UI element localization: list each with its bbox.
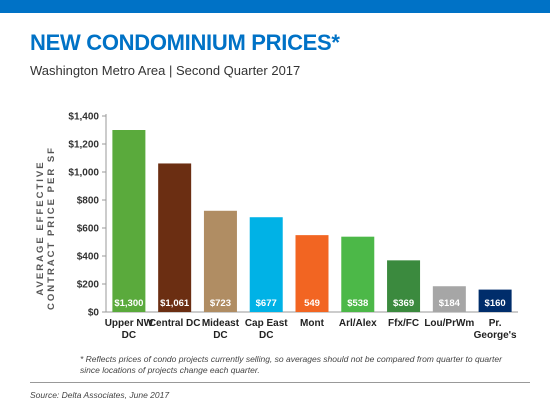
bar	[341, 236, 375, 312]
x-tick-label-line: Arl/Alex	[339, 318, 377, 329]
x-tick-label: Cap East DC	[245, 318, 288, 341]
y-tick-label: $1,200	[68, 140, 99, 151]
y-tick-label: $1,400	[68, 112, 99, 123]
bar	[295, 235, 329, 312]
x-tick-label-line: Upper NW	[105, 318, 154, 329]
x-tick-label-line: Pr.	[489, 318, 502, 329]
bar	[203, 210, 237, 312]
x-tick-label: Upper NW DC	[105, 318, 154, 341]
x-tick-label-line: Ffx/FC	[388, 318, 419, 329]
x-tick-label-line: Central DC	[149, 318, 201, 329]
bar-value-label: $160	[485, 298, 506, 309]
top-accent-bar	[0, 0, 550, 13]
bar	[158, 163, 192, 312]
bar-value-label: $369	[393, 298, 414, 309]
x-tick-label-line: DC	[259, 330, 273, 341]
y-tick-label: $600	[77, 224, 100, 235]
x-tick-label-line: DC	[213, 330, 227, 341]
x-tick-label-line: Cap East	[245, 318, 288, 329]
bar-value-label: $1,300	[114, 298, 143, 309]
x-tick-label: Lou/PrWm	[424, 318, 474, 329]
y-tick-label: $800	[77, 196, 100, 207]
bar-value-label: $723	[210, 298, 231, 309]
x-tick-label: Mont	[300, 318, 325, 329]
x-tick-label-line: Mideast	[202, 318, 240, 329]
bar-value-label: $1,061	[160, 298, 190, 309]
x-tick-label-line: Mont	[300, 318, 325, 329]
bar	[387, 260, 421, 312]
y-tick-label: $1,000	[68, 168, 99, 179]
footer-divider	[30, 382, 530, 383]
y-tick-label: $0	[88, 308, 100, 319]
x-tick-label-line: Lou/PrWm	[424, 318, 474, 329]
x-tick-label-line: George's	[474, 330, 517, 341]
y-tick-label: $200	[77, 280, 100, 291]
chart-subtitle: Washington Metro Area | Second Quarter 2…	[30, 63, 301, 78]
x-tick-label: Mideast DC	[202, 318, 240, 341]
bar-value-label: 549	[304, 298, 320, 309]
x-tick-label: Central DC	[149, 318, 201, 329]
x-tick-label-line: DC	[122, 330, 136, 341]
source-note: Source: Delta Associates, June 2017	[30, 390, 170, 400]
x-tick-label: Arl/Alex	[339, 318, 377, 329]
footnote: * Reflects prices of condo projects curr…	[80, 354, 502, 375]
y-tick-label: $400	[77, 252, 100, 263]
bar-value-label: $677	[256, 298, 277, 309]
x-tick-label: Pr. George's	[474, 318, 517, 341]
bar	[249, 217, 283, 312]
chart-title: NEW CONDOMINIUM PRICES*	[30, 30, 340, 55]
bar-value-label: $184	[439, 298, 461, 309]
bar	[112, 130, 146, 312]
bar	[478, 289, 512, 312]
bar-value-label: $538	[347, 298, 368, 309]
x-tick-label: Ffx/FC	[388, 318, 419, 329]
bar	[432, 286, 466, 312]
